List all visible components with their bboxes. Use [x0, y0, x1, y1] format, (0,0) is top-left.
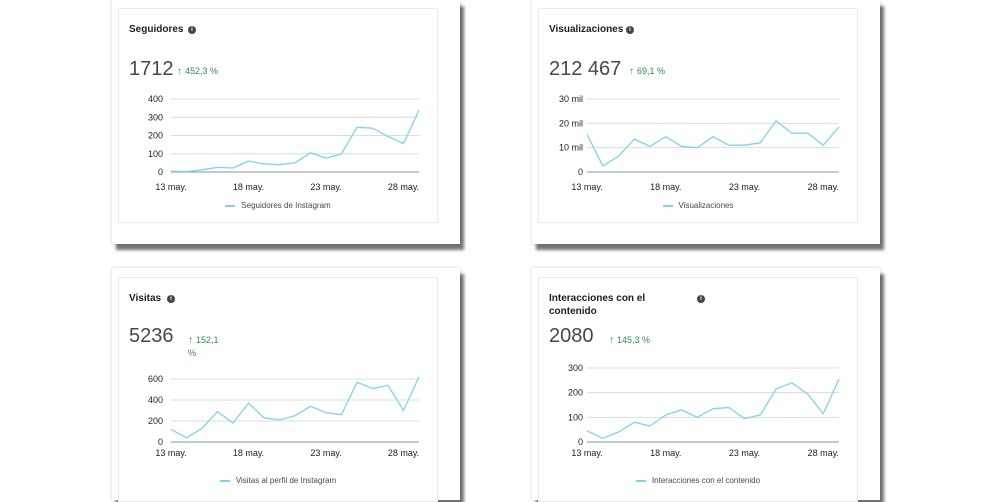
change-indicator: ↑ 69,1 % — [629, 65, 665, 78]
y-tick-label: 0 — [578, 437, 583, 447]
y-tick-label: 400 — [148, 94, 163, 104]
legend-label: Visualizaciones — [678, 201, 734, 210]
panel-visualizaciones: Visualizaciones i 212 467 ↑ 69,1 % 0 10 mi… — [532, 0, 880, 244]
panel-visitas: Visitas i 5236 ↑ 152,1 % 0 200 400 600 13 may… — [112, 268, 460, 502]
y-tick-label: 600 — [148, 374, 163, 384]
arrow-up-icon: ↑ — [177, 66, 182, 77]
y-tick-label: 100 — [568, 412, 583, 422]
x-tick-label: 28 may. — [808, 448, 839, 458]
x-tick-label: 13 may. — [155, 182, 186, 192]
line-chart: 0 200 400 600 13 may. 18 may. 23 may. 28 may. — [148, 374, 420, 458]
info-icon[interactable]: i — [167, 295, 175, 303]
x-tick-label: 18 may. — [650, 182, 681, 192]
y-tick-label: 300 — [148, 112, 163, 122]
metric-value: 1712 — [129, 58, 174, 80]
chart-legend: Seguidores de Instagram — [119, 201, 437, 210]
y-tick-label: 200 — [148, 131, 163, 141]
change-indicator: ↑ 145,3 % — [609, 334, 650, 347]
panel-seguidores: Seguidores i 1712 ↑ 452,3 % 0 100 200 300 400… — [112, 0, 460, 244]
x-tick-label: 28 may. — [388, 182, 419, 192]
x-tick-label: 23 may. — [729, 448, 760, 458]
y-tick-label: 0 — [578, 167, 583, 177]
x-tick-label: 23 may. — [729, 182, 760, 192]
legend-swatch — [635, 479, 646, 482]
metric-card-visitas: Visitas i 5236 ↑ 152,1 % 0 200 400 600 13 may… — [118, 277, 438, 502]
legend-swatch — [225, 204, 236, 207]
x-tick-label: 13 may. — [155, 448, 186, 458]
panel-interacciones: Interacciones con el contenido i 2080 ↑ 1… — [532, 268, 880, 502]
x-tick-label: 13 may. — [571, 182, 602, 192]
metric-value: 5236 — [129, 325, 174, 347]
change-value: 452,3 % — [185, 66, 219, 76]
legend-swatch — [219, 479, 230, 482]
arrow-up-icon: ↑ — [188, 335, 193, 346]
card-title: Visualizaciones — [549, 24, 624, 35]
x-tick-label: 28 may. — [388, 448, 419, 458]
info-icon[interactable]: i — [188, 26, 196, 34]
y-tick-label: 400 — [148, 395, 163, 405]
series-line — [586, 120, 840, 167]
x-tick-label: 18 may. — [650, 448, 681, 458]
y-tick-label: 100 — [148, 149, 163, 159]
y-tick-label: 200 — [568, 388, 583, 398]
metric-value: 212 467 — [549, 58, 622, 80]
legend-label: Interacciones con el contenido — [651, 476, 761, 485]
legend-label: Seguidores de Instagram — [241, 201, 331, 210]
y-tick-label: 300 — [568, 363, 583, 373]
x-tick-label: 18 may. — [233, 182, 264, 192]
y-tick-label: 0 — [158, 437, 163, 447]
x-tick-label: 13 may. — [571, 448, 602, 458]
card-title: Interacciones con el contenido — [549, 293, 646, 317]
info-icon[interactable]: i — [697, 295, 705, 303]
arrow-up-icon: ↑ — [629, 66, 634, 77]
y-tick-label: 0 — [158, 167, 163, 177]
series-line — [170, 376, 420, 439]
legend-swatch — [662, 204, 673, 207]
change-indicator: ↑ 152,1 % — [188, 334, 222, 359]
x-tick-label: 18 may. — [233, 448, 264, 458]
y-tick-label: 10 mil — [559, 143, 583, 153]
x-tick-label: 28 may. — [808, 182, 839, 192]
x-tick-label: 23 may. — [310, 448, 341, 458]
line-chart: 0 100 200 300 400 13 may. 18 may. 23 may. 28 may… — [148, 94, 420, 192]
legend-label: Visitas al perfil de Instagram — [235, 476, 337, 485]
chart-legend: Visitas al perfil de Instagram — [119, 476, 437, 485]
change-value: 152,1 % — [188, 335, 219, 358]
card-title: Visitas — [129, 293, 162, 304]
metric-card-seguidores: Seguidores i 1712 ↑ 452,3 % 0 100 200 300 400… — [118, 8, 438, 223]
change-value: 145,3 % — [617, 335, 651, 345]
change-indicator: ↑ 452,3 % — [177, 65, 218, 78]
chart-legend: Visualizaciones — [539, 201, 857, 210]
arrow-up-icon: ↑ — [609, 335, 614, 346]
metric-value: 2080 — [549, 325, 594, 347]
series-line — [170, 109, 420, 173]
info-icon[interactable]: i — [626, 26, 634, 34]
line-chart: 0 10 mil 20 mil 30 mil 13 may. 18 may. 23 may.… — [559, 94, 840, 192]
y-tick-label: 200 — [148, 416, 163, 426]
series-line — [586, 378, 840, 439]
card-title: Seguidores — [129, 24, 184, 35]
x-tick-label: 23 may. — [310, 182, 341, 192]
change-value: 69,1 % — [637, 66, 666, 76]
y-tick-label: 20 mil — [559, 118, 583, 128]
chart-legend: Interacciones con el contenido — [539, 476, 857, 485]
y-tick-label: 30 mil — [559, 94, 583, 104]
metric-card-visualizaciones: Visualizaciones i 212 467 ↑ 69,1 % 0 10 mi… — [538, 8, 858, 223]
metric-card-interacciones: Interacciones con el contenido i 2080 ↑ 1… — [538, 277, 858, 502]
line-chart: 0 100 200 300 13 may. 18 may. 23 may. 28 may. — [568, 363, 840, 458]
